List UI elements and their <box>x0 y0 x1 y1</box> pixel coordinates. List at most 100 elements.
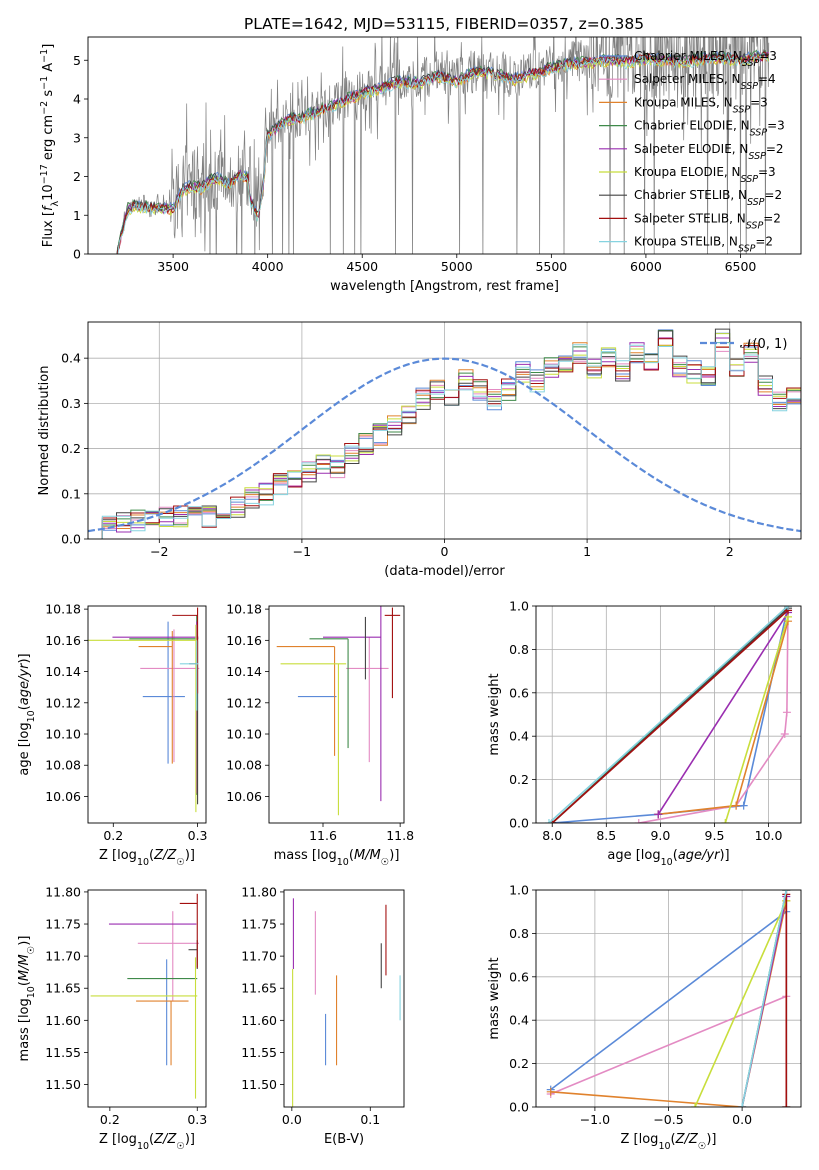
panel-residuals: −2 −1 0 1 2 0.0 0.1 0.2 0.3 0.4 (data-model)/error… <box>37 321 802 579</box>
cumulative-line-8 <box>548 606 789 823</box>
y-tick-label: 10.10 <box>45 727 81 742</box>
panel-age_vs_mass: 11.6 11.8 10.06 10.08 10.10 10.12 10.14 10.16 10… <box>226 602 414 868</box>
y-tick-label: 1 <box>73 208 81 223</box>
y-tick-label: 10.18 <box>226 602 262 617</box>
x-tick-label: 0.2 <box>103 828 123 843</box>
x-tick-label: 3500 <box>157 259 189 274</box>
y-tick-label: 11.55 <box>241 1045 277 1060</box>
x-axis-label: mass [log10(M/M☉)] <box>274 848 400 868</box>
y-tick-label: 10.10 <box>226 727 262 742</box>
cumulative-marker-8 <box>784 606 793 610</box>
plot-area-age_vs_Z <box>88 607 200 813</box>
legend-label-1: Salpeter MILES, NSSP=4 <box>634 72 776 92</box>
y-tick-label: 11.50 <box>45 1077 81 1092</box>
y-axis-label: mass [log10(M/M☉)] <box>17 936 37 1062</box>
legend-label-5: Kroupa ELODIE, NSSP=3 <box>634 165 776 185</box>
x-tick-label: 0.1 <box>360 1112 380 1127</box>
y-tick-label: 0 <box>73 247 81 262</box>
y-axis-label: Flux [fλ10−17 erg cm−2 s−1 A−1] <box>39 44 61 248</box>
y-tick-label: 10.06 <box>45 789 81 804</box>
x-tick-label: 11.8 <box>386 828 414 843</box>
x-tick-label: 4500 <box>346 259 378 274</box>
y-tick-label: 10.12 <box>226 695 262 710</box>
x-tick-label: 0.0 <box>282 1112 302 1127</box>
plot-area-age_vs_mass <box>276 606 401 816</box>
x-tick-label: 9.5 <box>705 828 725 843</box>
axes-frame <box>87 321 802 540</box>
figure-title: PLATE=1642, MJD=53115, FIBERID=0357, z=0… <box>244 15 644 33</box>
cumulative-marker-5 <box>721 819 730 823</box>
plot-area-mass_vs_ebv <box>292 898 401 1107</box>
panel-mass_vs_ebv: 0.0 0.1 11.50 11.55 11.60 11.65 11.70 11.75 11.8… <box>241 884 405 1147</box>
y-tick-label: 0.3 <box>61 396 81 411</box>
x-axis-label: Z [log10(Z/Z☉)] <box>621 1132 717 1152</box>
y-tick-label: 3 <box>73 130 81 145</box>
y-tick-label: 0.0 <box>509 1100 529 1115</box>
panel-mass_vs_Z: 0.2 0.3 11.50 11.55 11.60 11.65 11.70 11.75 11.8… <box>17 884 207 1151</box>
x-axis-label: E(B-V) <box>324 1132 364 1147</box>
y-tick-label: 11.80 <box>45 884 81 899</box>
y-tick-label: 10.12 <box>45 695 81 710</box>
y-tick-label: 0.2 <box>509 772 529 787</box>
legend-label-0: Chabrier MILES, NSSP=3 <box>634 49 777 69</box>
y-tick-label: 2 <box>73 169 81 184</box>
y-tick-label: 11.80 <box>241 884 277 899</box>
axes-frame <box>87 889 207 1108</box>
cumulative-line-5 <box>694 900 788 1107</box>
legend-gaussian-label: 𝒩(0, 1) <box>740 337 787 352</box>
cumulative-marker-8 <box>544 819 553 823</box>
y-tick-label: 0.6 <box>509 685 529 700</box>
y-tick-label: 4 <box>73 92 81 107</box>
y-tick-label: 0.1 <box>61 486 81 501</box>
cumulative-marker-2 <box>732 801 741 810</box>
y-tick-label: 10.06 <box>226 789 262 804</box>
cumulative-marker-0 <box>739 801 748 810</box>
y-tick-label: 0.4 <box>509 729 529 744</box>
model-spectrum-8 <box>117 52 769 254</box>
axes-frame <box>535 605 802 824</box>
x-axis-label: Z [log10(Z/Z☉)] <box>99 848 195 868</box>
y-axis-label: mass weight <box>487 673 502 755</box>
x-tick-label: 11.6 <box>309 828 337 843</box>
x-tick-label: 0.3 <box>187 1112 207 1127</box>
x-tick-label: 5000 <box>441 259 473 274</box>
panel-age_vs_Z: 0.2 0.3 10.06 10.08 10.10 10.12 10.14 10.16 10.1… <box>17 602 208 868</box>
x-tick-label: 0.3 <box>188 828 208 843</box>
y-tick-label: 10.16 <box>226 633 262 648</box>
axes-frame <box>283 889 405 1108</box>
cumulative-line-7 <box>551 609 789 823</box>
plot-area-cumulative_Z <box>536 890 801 1107</box>
y-tick-label: 1.0 <box>509 599 529 614</box>
model-spectrum-7 <box>116 51 769 254</box>
y-tick-label: 10.14 <box>45 664 81 679</box>
y-tick-label: 10.16 <box>45 633 81 648</box>
x-axis-label: wavelength [Angstrom, rest frame] <box>330 279 559 294</box>
x-tick-label: 10.0 <box>755 828 783 843</box>
y-tick-label: 10.08 <box>45 758 81 773</box>
cumulative-line-0 <box>550 911 787 1091</box>
y-tick-label: 11.60 <box>45 1013 81 1028</box>
y-tick-label: 1.0 <box>509 883 529 898</box>
cumulative-marker-8 <box>738 1103 747 1107</box>
plot-area-spectrum <box>116 37 770 254</box>
x-axis-label: Z [log10(Z/Z☉)] <box>99 1132 195 1152</box>
model-spectrum-6 <box>116 48 769 254</box>
x-tick-label: −0.5 <box>653 1112 683 1127</box>
legend-label-4: Salpeter ELODIE, NSSP=2 <box>634 142 784 162</box>
cumulative-marker-2 <box>546 1087 555 1096</box>
y-tick-label: 11.65 <box>45 981 81 996</box>
cumulative-line-5 <box>724 616 789 823</box>
histogram-5 <box>88 333 801 539</box>
x-tick-label: 1 <box>583 544 591 559</box>
x-tick-label: 0.2 <box>100 1112 120 1127</box>
x-tick-label: 6500 <box>725 259 757 274</box>
y-tick-label: 10.08 <box>226 758 262 773</box>
y-tick-label: 0.2 <box>61 441 81 456</box>
cumulative-marker-8 <box>782 890 791 894</box>
y-axis-label: mass weight <box>487 957 502 1039</box>
y-tick-label: 0.8 <box>509 642 529 657</box>
panel-cumulative_age: 8.0 8.5 9.0 9.5 10.0 0.0 0.2 0.4 0.6 0.8 1.0 age [l… <box>487 599 802 868</box>
cumulative-marker-5 <box>691 1103 699 1107</box>
y-tick-label: 10.18 <box>45 602 81 617</box>
x-tick-label: 8.0 <box>542 828 562 843</box>
